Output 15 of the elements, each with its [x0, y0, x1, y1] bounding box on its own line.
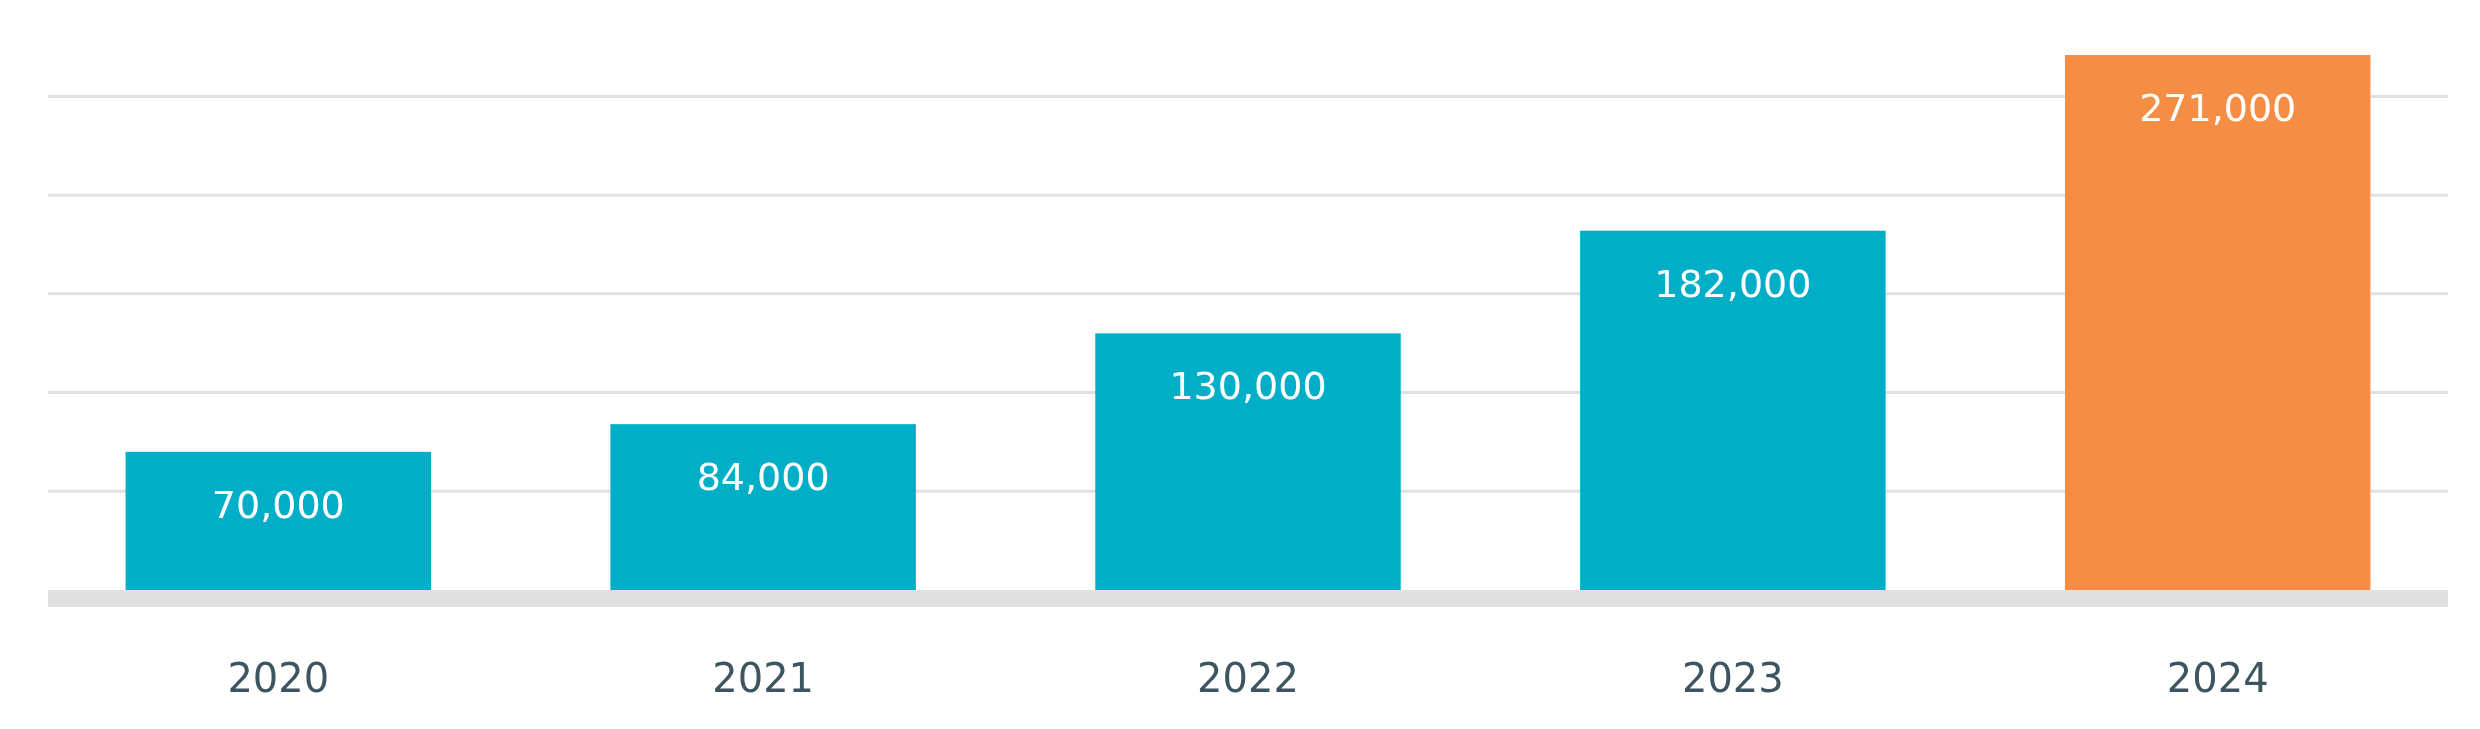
x-tick-label: 2020 — [227, 655, 330, 701]
data-label: 130,000 — [1169, 364, 1327, 409]
bar — [1580, 230, 1886, 590]
data-label: 84,000 — [696, 455, 830, 500]
bar — [610, 424, 916, 590]
x-tick-label: 2022 — [1197, 655, 1299, 701]
x-tick-label: 2024 — [2166, 655, 2269, 701]
data-label: 271,000 — [2139, 86, 2297, 130]
bar — [2064, 55, 2371, 590]
data-label: 70,000 — [211, 482, 345, 527]
x-tick-label: 2023 — [1681, 655, 1784, 701]
bar — [1095, 333, 1401, 590]
bar — [125, 451, 432, 590]
data-label: 182,000 — [1654, 261, 1812, 306]
x-tick-label: 2021 — [712, 655, 815, 701]
